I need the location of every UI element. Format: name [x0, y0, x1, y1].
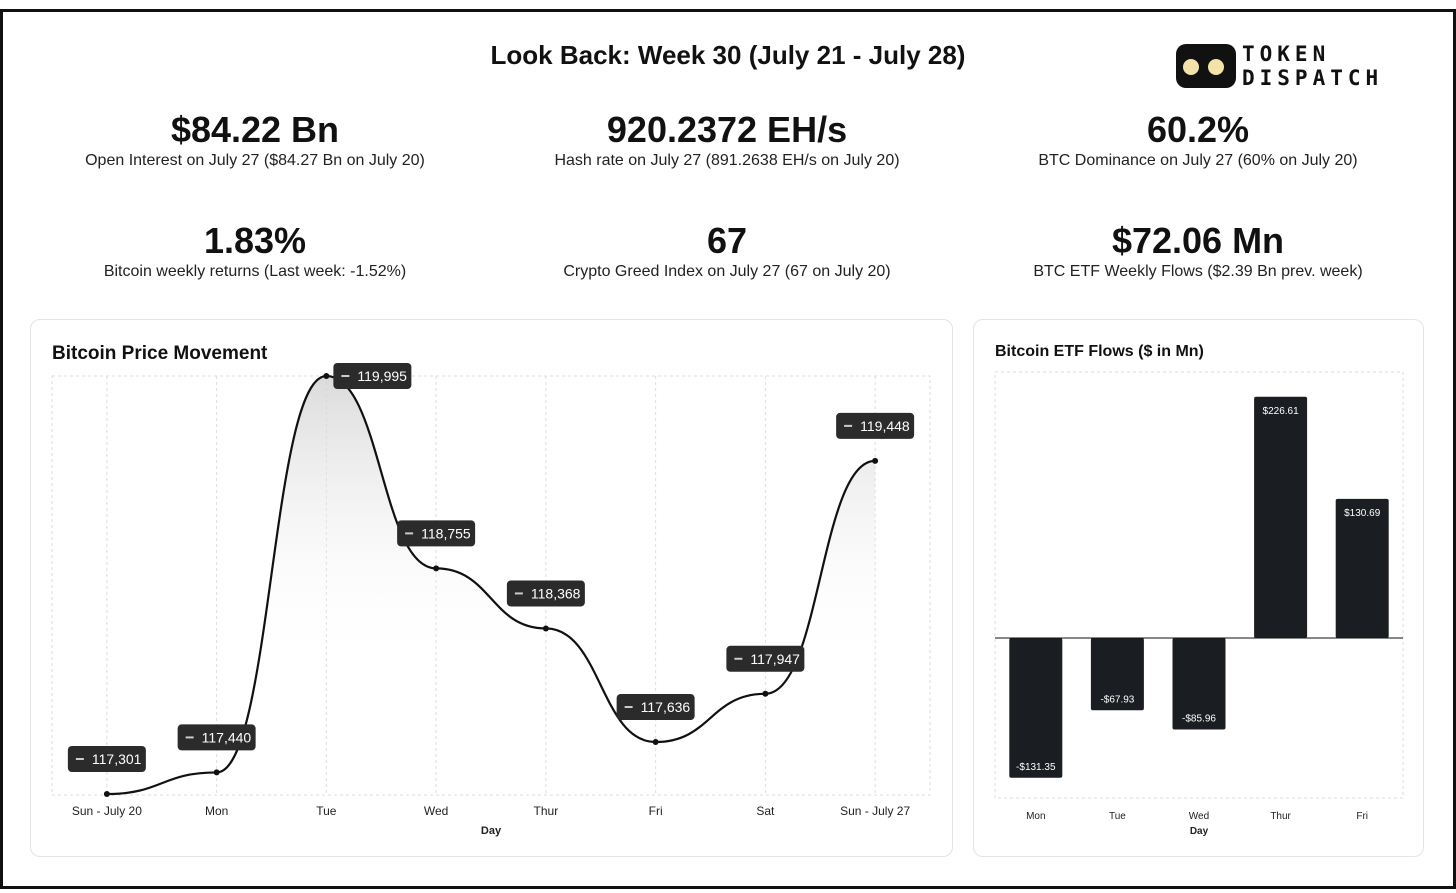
price-point: [652, 739, 659, 746]
x-axis-label: Day: [1190, 826, 1209, 837]
x-tick-label: Thur: [1270, 811, 1291, 822]
price-point: [323, 373, 330, 379]
page-title: Look Back: Week 30 (July 21 - July 28): [490, 40, 966, 70]
stat-value: 60.2%: [1146, 109, 1250, 150]
price-tooltip: 119,995: [333, 363, 412, 389]
price-tooltip: 117,301: [67, 746, 146, 772]
price-data-label: 119,448: [860, 418, 910, 434]
price-point: [433, 565, 440, 572]
stat-hash-rate: 920.2372 EH/s Hash rate on July 27 (891.…: [487, 110, 967, 170]
price-data-label: 117,440: [202, 729, 252, 745]
stat-label: Open Interest on July 27 ($84.27 Bn on J…: [85, 152, 425, 169]
stat-etf-flows: $72.06 Mn BTC ETF Weekly Flows ($2.39 Bn…: [958, 221, 1438, 281]
price-data-label: 117,636: [641, 699, 691, 715]
stat-value: 1.83%: [203, 220, 307, 261]
tooltip-box: [506, 580, 585, 607]
stat-label: Bitcoin weekly returns (Last week: -1.52…: [103, 263, 407, 280]
etf-bar: [1172, 638, 1226, 730]
tooltip-box: [333, 363, 412, 389]
logo-wordmark: TOKEN DISPATCH: [1242, 42, 1383, 90]
etf-data-label: -$131.35: [1016, 762, 1056, 773]
etf-data-label: -$85.96: [1182, 713, 1216, 724]
x-tick-label: Mon: [205, 804, 228, 818]
x-tick-label: Thur: [534, 804, 559, 818]
logo-face-icon: [1176, 44, 1236, 88]
x-tick-label: Sat: [756, 804, 775, 818]
logo-right-eye-icon: [1208, 59, 1224, 75]
price-point: [872, 457, 879, 464]
price-tooltip: 117,440: [177, 724, 256, 751]
x-tick-label: Sun - July 20: [72, 804, 142, 818]
price-point: [103, 791, 110, 797]
tooltip-box: [67, 746, 146, 772]
price-point: [762, 690, 769, 697]
x-tick-label: Sun - July 27: [840, 804, 910, 818]
price-tooltip: 117,947: [726, 645, 805, 672]
tooltip-box: [836, 412, 915, 439]
tooltip-box: [726, 645, 805, 672]
plot-area-border: [994, 371, 1404, 799]
logo-left-eye-icon: [1183, 59, 1199, 75]
logo-line-1: TOKEN: [1242, 42, 1331, 66]
stat-label: BTC ETF Weekly Flows ($2.39 Bn prev. wee…: [1033, 263, 1363, 280]
price-tooltip: 118,755: [397, 520, 476, 547]
stat-value: $72.06 Mn: [1111, 220, 1285, 261]
etf-bar: [1090, 638, 1144, 711]
etf-data-label: -$67.93: [1100, 694, 1134, 705]
tooltip-box: [616, 694, 695, 721]
price-data-label: 117,947: [750, 651, 800, 667]
stat-greed-index: 67 Crypto Greed Index on July 27 (67 on …: [487, 221, 967, 281]
logo-line-2: DISPATCH: [1242, 66, 1384, 90]
price-data-label: 117,301: [92, 751, 142, 767]
stat-value: $84.22 Bn: [170, 109, 340, 150]
stat-weekly-returns: 1.83% Bitcoin weekly returns (Last week:…: [15, 221, 495, 281]
etf-bar: [1254, 396, 1308, 638]
etf-bar: [1335, 498, 1389, 638]
price-tooltip: 119,448: [836, 412, 915, 439]
stat-open-interest: $84.22 Bn Open Interest on July 27 ($84.…: [15, 110, 495, 170]
etf-bar: [1009, 638, 1063, 778]
x-tick-label: Tue: [1109, 811, 1126, 822]
x-tick-label: Wed: [424, 804, 448, 818]
stat-btc-dominance: 60.2% BTC Dominance on July 27 (60% on J…: [958, 110, 1438, 170]
x-tick-label: Fri: [649, 804, 663, 818]
stat-label: Hash rate on July 27 (891.2638 EH/s on J…: [554, 152, 900, 169]
tooltip-box: [177, 724, 256, 751]
price-area: [106, 376, 876, 795]
price-tooltip: 118,368: [506, 580, 585, 607]
x-tick-label: Mon: [1026, 811, 1045, 822]
token-dispatch-logo: TOKEN DISPATCH: [1176, 42, 1416, 92]
price-chart-title: Bitcoin Price Movement: [52, 343, 268, 364]
price-data-label: 118,368: [531, 585, 581, 601]
x-tick-label: Wed: [1189, 811, 1209, 822]
price-point: [542, 625, 549, 632]
price-point: [213, 769, 220, 776]
tooltip-box: [397, 520, 476, 547]
x-tick-label: Fri: [1356, 811, 1368, 822]
x-axis-label: Day: [481, 825, 502, 837]
x-tick-label: Tue: [316, 804, 337, 818]
stat-label: BTC Dominance on July 27 (60% on July 20…: [1038, 152, 1358, 169]
etf-chart-title: Bitcoin ETF Flows ($ in Mn): [995, 343, 1204, 360]
stat-value: 920.2372 EH/s: [606, 109, 848, 150]
price-data-label: 118,755: [421, 525, 471, 541]
price-data-label: 119,995: [357, 368, 407, 384]
stat-value: 67: [706, 220, 748, 261]
stat-label: Crypto Greed Index on July 27 (67 on Jul…: [563, 263, 891, 280]
etf-data-label: $130.69: [1344, 508, 1381, 519]
etf-data-label: $226.61: [1263, 406, 1300, 417]
price-tooltip: 117,636: [616, 694, 695, 721]
